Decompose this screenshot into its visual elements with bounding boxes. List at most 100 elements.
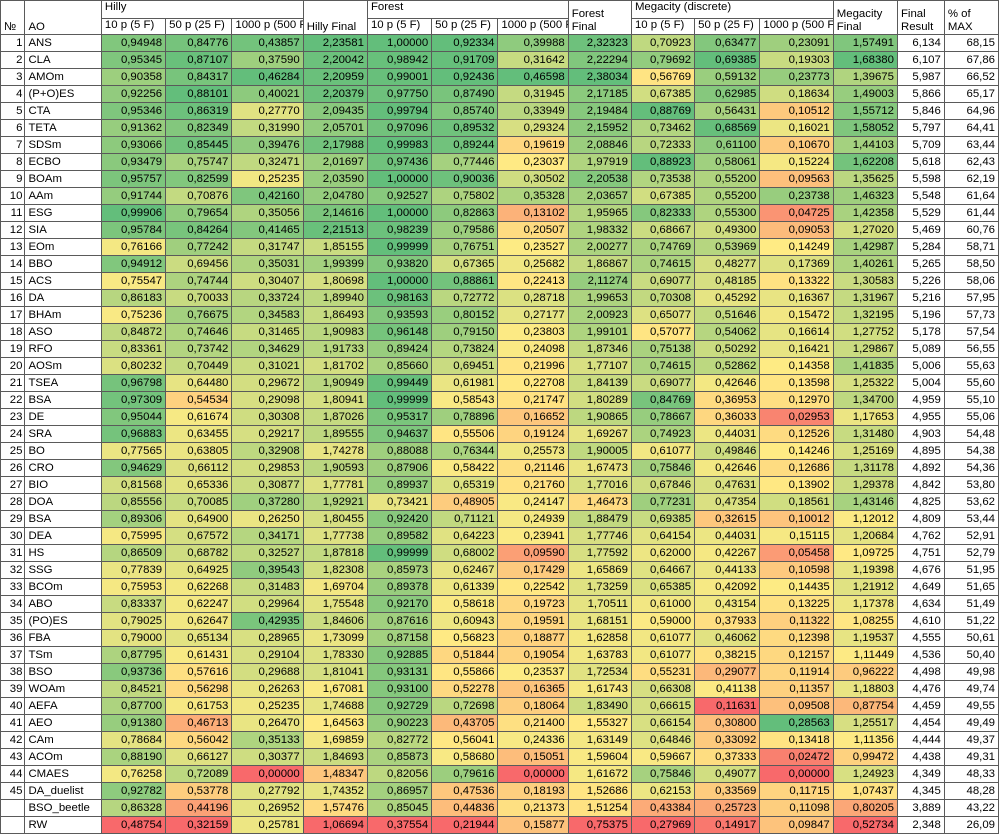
value-cell: 0,85045 — [366, 799, 433, 817]
value-cell: 2,32323 — [567, 34, 632, 52]
value-cell: 0,58422 — [431, 459, 499, 477]
table-row: 33 BCOm 0,75953 0,62268 0,31483 1,69704 0,8937… — [0, 578, 1000, 596]
value-cell: 2,20379 — [302, 85, 368, 103]
value-cell: 55,60 — [943, 374, 1000, 392]
value-cell: 0,64480 — [165, 374, 233, 392]
value-cell: 0,89244 — [431, 136, 499, 154]
value-cell: 0,84264 — [165, 221, 233, 239]
value-cell: 0,41465 — [231, 221, 304, 239]
row-number: 26 — [0, 459, 26, 477]
row-number: 14 — [0, 255, 26, 273]
algorithm-name: (P+O)ES — [24, 85, 102, 103]
value-cell: 0,90223 — [366, 714, 433, 732]
value-cell: 0,31642 — [497, 51, 569, 69]
value-cell: 0,89937 — [366, 476, 433, 494]
row-number: 35 — [0, 612, 26, 630]
value-cell: 0,31021 — [231, 357, 304, 375]
header-forest-50p: 50 p (25 F) — [431, 18, 499, 35]
value-cell: 0,75547 — [100, 272, 167, 290]
value-cell: 0,86328 — [100, 799, 167, 817]
value-cell: 0,42160 — [231, 187, 304, 205]
value-cell: 2,09435 — [302, 102, 368, 120]
value-cell: 0,14249 — [759, 238, 834, 256]
table-row: 29 BSA 0,89306 0,64900 0,26250 1,80455 0,92420… — [0, 510, 1000, 528]
value-cell: 0,19124 — [497, 425, 569, 443]
value-cell: 1,21912 — [832, 578, 898, 596]
value-cell: 0,33724 — [231, 289, 304, 307]
value-cell: 0,58061 — [694, 153, 761, 171]
value-cell: 0,49077 — [694, 765, 761, 783]
value-cell: 0,75802 — [431, 187, 499, 205]
value-cell: 0,27770 — [231, 102, 304, 120]
table-row: 17 BHAm 0,75236 0,76675 0,34583 1,86493 0,9359… — [0, 306, 1000, 324]
value-cell: 0,23803 — [497, 323, 569, 341]
value-cell: 0,55866 — [431, 663, 499, 681]
value-cell: 0,66112 — [165, 459, 233, 477]
value-cell: 1,92921 — [302, 493, 368, 511]
table-row: 6 TETA 0,91362 0,82349 0,31990 2,05701 0,97096… — [0, 119, 1000, 137]
value-cell: 0,79692 — [630, 51, 696, 69]
value-cell: 4,536 — [896, 646, 945, 664]
value-cell: 0,73538 — [630, 170, 696, 188]
row-number: 6 — [0, 119, 26, 137]
row-number: 24 — [0, 425, 26, 443]
value-cell: 0,11715 — [759, 782, 834, 800]
value-cell: 53,80 — [943, 476, 1000, 494]
value-cell: 0,15115 — [759, 527, 834, 545]
table-row: 35 (PO)ES 0,79025 0,62647 0,42935 1,84606 0,87… — [0, 612, 1000, 630]
row-number: 36 — [0, 629, 26, 647]
value-cell: 51,95 — [943, 561, 1000, 579]
value-cell: 0,58618 — [431, 595, 499, 613]
value-cell: 0,23527 — [497, 238, 569, 256]
table-row: 13 EOm 0,76166 0,77242 0,31747 1,85155 0,99999… — [0, 238, 1000, 256]
value-cell: 6,134 — [896, 34, 945, 52]
value-cell: 0,42935 — [231, 612, 304, 630]
value-cell: 61,64 — [943, 187, 1000, 205]
value-cell: 0,26470 — [231, 714, 304, 732]
value-cell: 0,16367 — [759, 289, 834, 307]
value-cell: 0,77839 — [100, 561, 167, 579]
value-cell: 0,24939 — [497, 510, 569, 528]
value-cell: 1,08255 — [832, 612, 898, 630]
value-cell: 0,92334 — [431, 34, 499, 52]
value-cell: 2,15952 — [567, 119, 632, 137]
value-cell: 0,92729 — [366, 697, 433, 715]
table-row: 15 ACS 0,75547 0,74744 0,30407 1,80698 1,00000… — [0, 272, 1000, 290]
header-hilly-final: Hilly Final — [302, 0, 368, 35]
value-cell: 49,49 — [943, 714, 1000, 732]
value-cell: 0,53778 — [165, 782, 233, 800]
value-cell: 53,62 — [943, 493, 1000, 511]
value-cell: 0,67385 — [630, 187, 696, 205]
value-cell: 0,45292 — [694, 289, 761, 307]
algorithm-name: AMOm — [24, 68, 102, 86]
value-cell: 1,90593 — [302, 459, 368, 477]
value-cell: 0,24147 — [497, 493, 569, 511]
value-cell: 1,90005 — [567, 442, 632, 460]
value-cell: 0,29104 — [231, 646, 304, 664]
value-cell: 1,00000 — [366, 272, 433, 290]
value-cell: 0,93593 — [366, 306, 433, 324]
value-cell: 0,30502 — [497, 170, 569, 188]
value-cell: 0,67572 — [165, 527, 233, 545]
header-hilly-10p: 10 p (5 F) — [100, 18, 167, 35]
row-number: 31 — [0, 544, 26, 562]
value-cell: 0,87490 — [431, 85, 499, 103]
value-cell: 0,75995 — [100, 527, 167, 545]
value-cell: 1,11356 — [832, 731, 898, 749]
value-cell: 0,39988 — [497, 34, 569, 52]
value-cell: 0,29077 — [694, 663, 761, 681]
value-cell: 0,89378 — [366, 578, 433, 596]
value-cell: 0,91744 — [100, 187, 167, 205]
header-megacity-50p: 50 p (25 F) — [694, 18, 761, 35]
value-cell: 0,57616 — [165, 663, 233, 681]
value-cell: 0,67846 — [630, 476, 696, 494]
value-cell: 4,476 — [896, 680, 945, 698]
table-row: 2 CLA 0,95345 0,87107 0,37590 2,20042 0,98942 0… — [0, 51, 1000, 69]
value-cell: 4,459 — [896, 697, 945, 715]
algorithm-name: AAm — [24, 187, 102, 205]
value-cell: 0,70308 — [630, 289, 696, 307]
value-cell: 51,65 — [943, 578, 1000, 596]
value-cell: 0,70876 — [165, 187, 233, 205]
row-number: 21 — [0, 374, 26, 392]
value-cell: 64,41 — [943, 119, 1000, 137]
